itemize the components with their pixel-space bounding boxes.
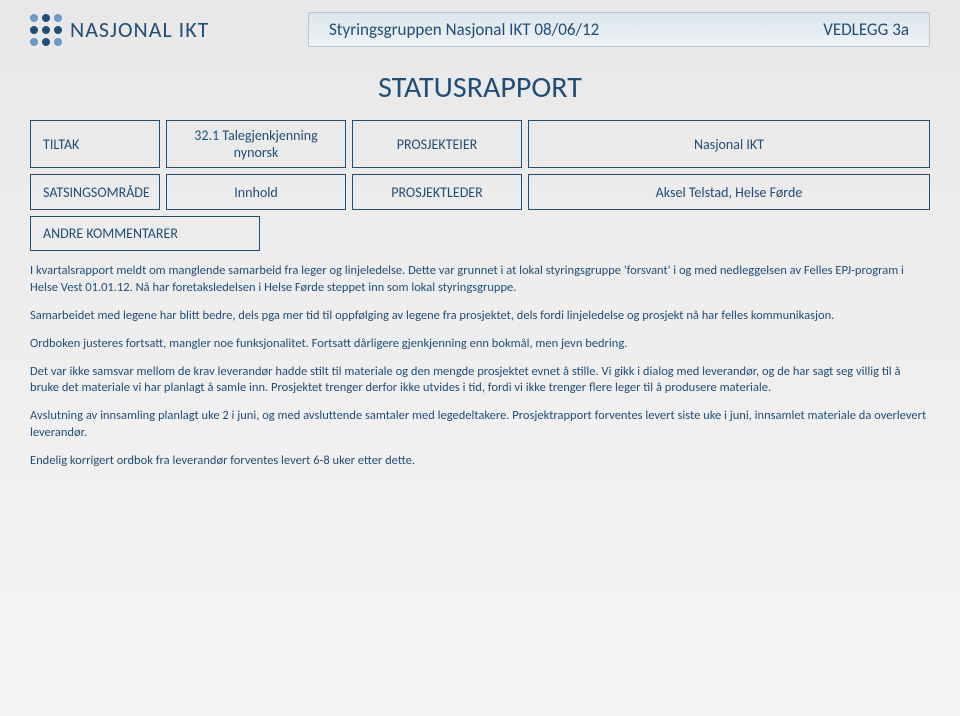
paragraph: Samarbeidet med legene har blitt bedre, … xyxy=(30,308,930,325)
paragraph: Avslutning av innsamling planlagt uke 2 … xyxy=(30,408,930,442)
prosjekteier-label: PROSJEKTEIER xyxy=(352,120,522,168)
logo-icon xyxy=(30,14,62,46)
attachment-label: VEDLEGG 3a xyxy=(823,19,909,40)
andre-kommentarer-label: ANDRE KOMMENTARER xyxy=(30,216,260,251)
satsing-value: Innhold xyxy=(166,174,346,210)
tiltak-label: TILTAK xyxy=(30,120,160,168)
paragraph: Ordboken justeres fortsatt, mangler noe … xyxy=(30,336,930,353)
paragraph: Det var ikke samsvar mellom de krav leve… xyxy=(30,364,930,398)
meeting-title: Styringsgruppen Nasjonal IKT 08/06/12 xyxy=(329,19,599,40)
logo-text: NASJONAL IKT xyxy=(70,16,209,43)
report-title: STATUSRAPPORT xyxy=(30,69,930,106)
prosjekteier-value: Nasjonal IKT xyxy=(528,120,930,168)
paragraph: Endelig korrigert ordbok fra leverandør … xyxy=(30,453,930,470)
info-grid: TILTAK 32.1 Talegjenkjenning nynorsk PRO… xyxy=(30,120,930,210)
header-bar: Styringsgruppen Nasjonal IKT 08/06/12 VE… xyxy=(308,12,930,47)
logo: NASJONAL IKT xyxy=(30,14,300,46)
leder-value: Aksel Telstad, Helse Førde xyxy=(528,174,930,210)
paragraph: I kvartalsrapport meldt om manglende sam… xyxy=(30,263,930,297)
body-text: I kvartalsrapport meldt om manglende sam… xyxy=(30,263,930,470)
tiltak-value: 32.1 Talegjenkjenning nynorsk xyxy=(166,120,346,168)
satsing-label: SATSINGSOMRÅDE xyxy=(30,174,160,210)
leder-label: PROSJEKTLEDER xyxy=(352,174,522,210)
